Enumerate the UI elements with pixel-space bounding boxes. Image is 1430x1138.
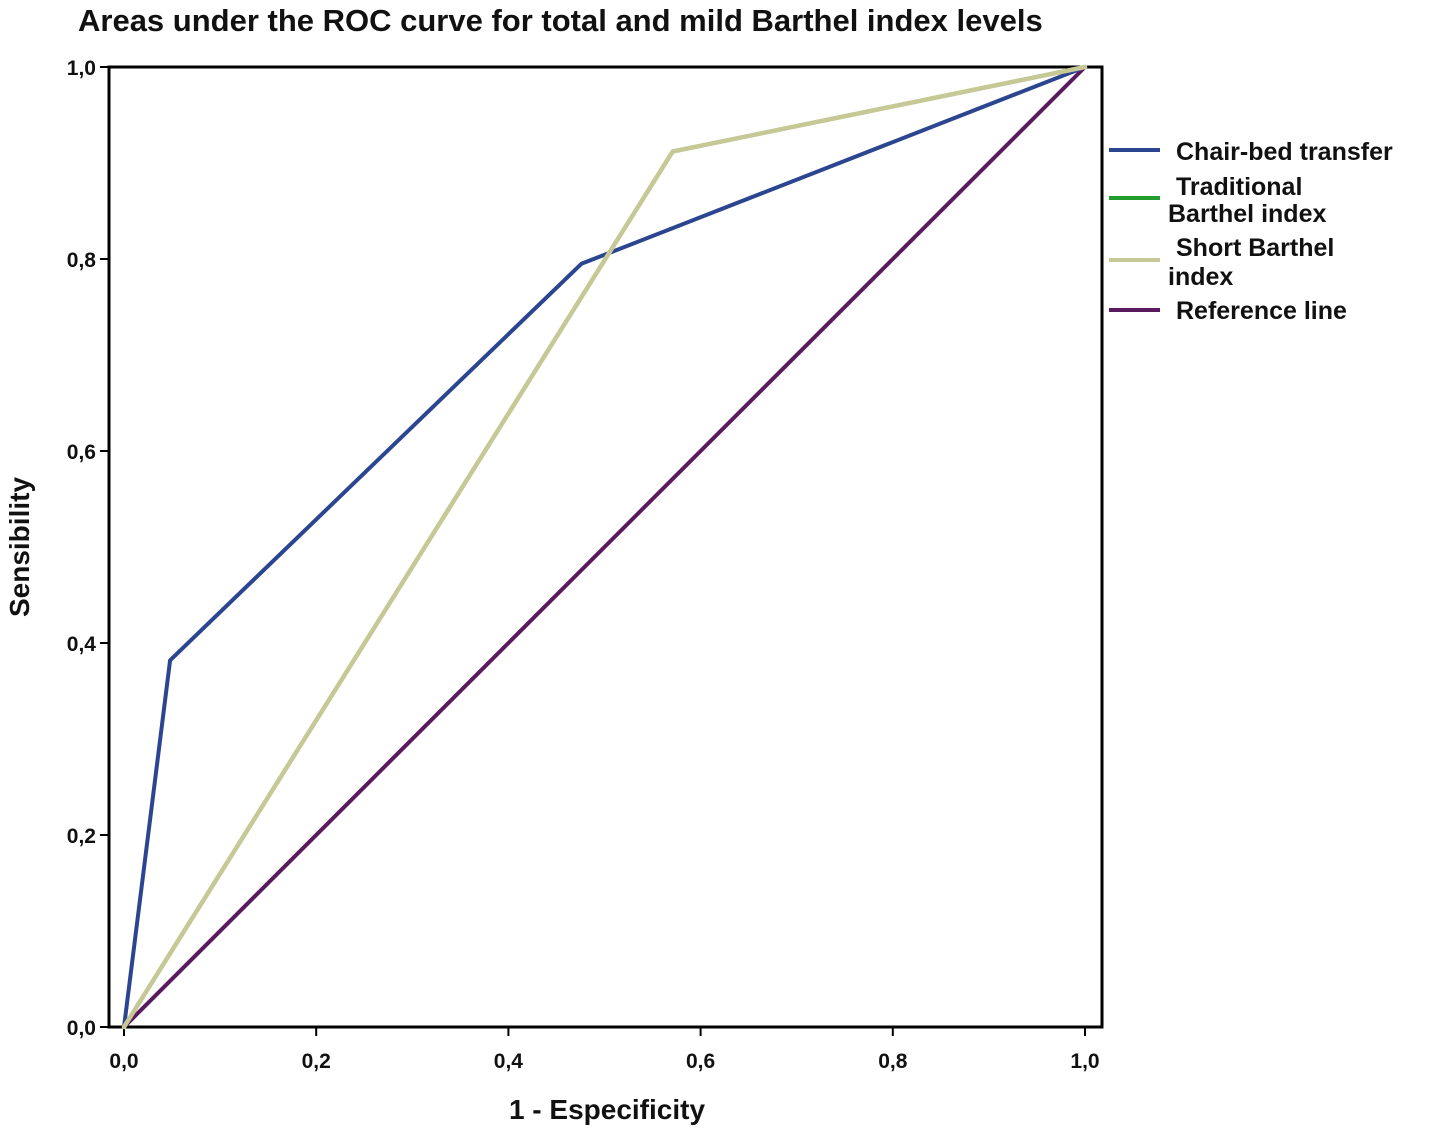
y-tick-label: 0,8 bbox=[67, 249, 97, 272]
legend-label-line: Barthel index bbox=[1168, 200, 1326, 228]
x-axis-title: 1 - Especificity bbox=[509, 1094, 706, 1125]
chart-title: Areas under the ROC curve for total and … bbox=[78, 3, 1043, 38]
x-tick-label: 0,2 bbox=[302, 1050, 331, 1073]
y-tick-label: 1,0 bbox=[67, 57, 96, 80]
y-tick-label: 0,4 bbox=[67, 633, 97, 656]
x-tick-label: 0,8 bbox=[878, 1050, 908, 1073]
series-line-reference-line bbox=[122, 65, 1087, 1029]
legend-label: Traditional Barthel index bbox=[1168, 173, 1326, 228]
legend-label-line: Reference line bbox=[1176, 297, 1347, 325]
x-axis-ticks: 0,0 0,2 0,4 0,6 0,8 1,0 bbox=[109, 1027, 1100, 1073]
y-tick-label: 0,6 bbox=[67, 441, 96, 464]
legend-label-line: Traditional bbox=[1176, 173, 1302, 201]
x-tick-label: 0,6 bbox=[686, 1050, 715, 1073]
y-axis-title: Sensibility bbox=[4, 477, 35, 617]
legend-label-line: Short Barthel bbox=[1176, 234, 1334, 262]
x-tick-label: 0,4 bbox=[494, 1050, 524, 1073]
legend-label: Reference line bbox=[1176, 297, 1347, 325]
series-line-chair-bed-transfer bbox=[122, 65, 1087, 1029]
y-tick-label: 0,0 bbox=[67, 1017, 96, 1040]
x-tick-label: 0,0 bbox=[109, 1050, 138, 1073]
series-layer bbox=[121, 64, 1088, 1030]
legend-label: Chair-bed transfer bbox=[1176, 138, 1393, 166]
legend-label: Short Barthel index bbox=[1168, 234, 1334, 291]
y-tick-label: 0,2 bbox=[67, 825, 96, 848]
series-line-short-barthel-index bbox=[121, 64, 1088, 1030]
legend: Chair-bed transfer Traditional Barthel ind… bbox=[1109, 138, 1393, 325]
legend-label-line: Chair-bed transfer bbox=[1176, 138, 1393, 166]
legend-label-line: index bbox=[1168, 263, 1233, 291]
x-tick-label: 1,0 bbox=[1070, 1050, 1099, 1073]
y-axis-ticks: 0,0 0,2 0,4 0,6 0,8 1,0 bbox=[67, 57, 109, 1040]
